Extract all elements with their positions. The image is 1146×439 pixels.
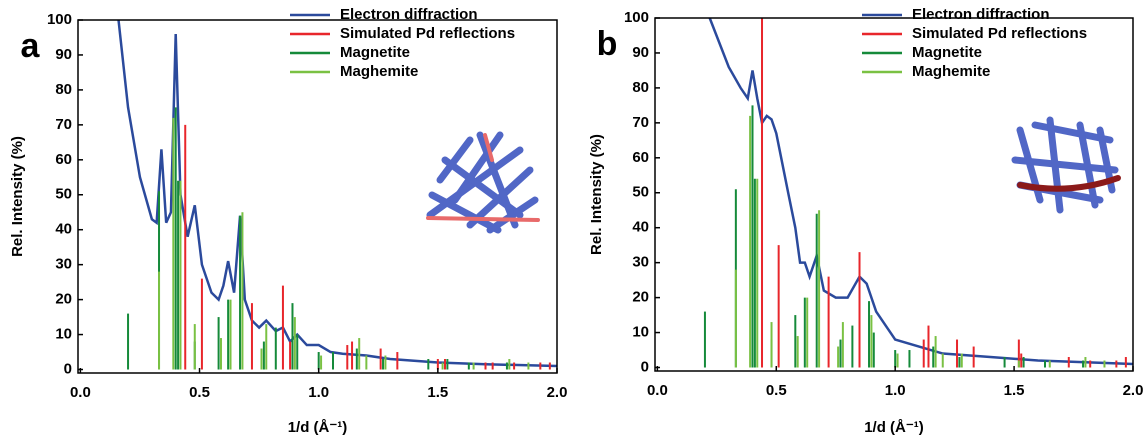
x-tick-label: 1.5: [427, 384, 448, 401]
panel: Electron diffraction Simulated Pd reflect…: [588, 6, 1143, 436]
x-tick-label: 0.5: [189, 384, 210, 401]
y-axis-label: Rel. Intensity (%): [588, 134, 605, 255]
legend-label: Simulated Pd reflections: [340, 25, 515, 42]
panel: Electron diffraction Simulated Pd reflect…: [9, 6, 567, 436]
plot-frame: [654, 17, 1134, 372]
x-tick-label: 2.0: [1123, 382, 1144, 399]
y-tick-label: 30: [55, 256, 72, 273]
x-tick-label: 1.0: [885, 382, 906, 399]
y-tick-label: 10: [632, 324, 649, 341]
legend-label: Maghemite: [340, 63, 418, 80]
x-tick-label: 0.0: [70, 384, 91, 401]
y-tick-label: 20: [55, 291, 72, 308]
y-tick-label: 100: [47, 11, 72, 28]
panel-label: b: [597, 25, 618, 63]
y-axis-label: Rel. Intensity (%): [9, 136, 26, 257]
plot-frame: [77, 19, 558, 374]
x-tick-label: 2.0: [547, 384, 568, 401]
x-axis-label: 1/d (Å⁻¹): [288, 419, 348, 436]
y-tick-label: 80: [632, 79, 649, 96]
panel-label: a: [21, 27, 41, 65]
y-tick-label: 0: [64, 360, 72, 377]
legend-label: Simulated Pd reflections: [912, 25, 1087, 42]
y-tick-label: 90: [632, 44, 649, 61]
legend-label: Electron diffraction: [912, 6, 1050, 23]
legend-label: Electron diffraction: [340, 6, 478, 23]
diffraction-line: [708, 17, 1134, 366]
y-tick-label: 60: [632, 149, 649, 166]
y-tick-label: 40: [632, 219, 649, 236]
y-tick-label: 10: [55, 326, 72, 343]
x-axis-label: 1/d (Å⁻¹): [864, 419, 924, 436]
y-tick-label: 50: [55, 186, 72, 203]
y-tick-label: 70: [55, 116, 72, 133]
y-tick-label: 50: [632, 184, 649, 201]
y-tick-label: 0: [641, 358, 649, 375]
inset-particle: [426, 116, 1121, 234]
y-tick-label: 70: [632, 114, 649, 131]
x-tick-label: 0.0: [647, 382, 668, 399]
x-tick-label: 0.5: [766, 382, 787, 399]
legend-label: Maghemite: [912, 63, 990, 80]
y-tick-label: 30: [632, 254, 649, 271]
y-tick-label: 20: [632, 289, 649, 306]
y-tick-label: 80: [55, 81, 72, 98]
legend-label: Magnetite: [912, 44, 982, 61]
y-tick-label: 40: [55, 221, 72, 238]
x-tick-label: 1.5: [1004, 382, 1025, 399]
y-tick-label: 60: [55, 151, 72, 168]
y-tick-label: 100: [624, 9, 649, 26]
legend-label: Magnetite: [340, 44, 410, 61]
x-tick-label: 1.0: [308, 384, 329, 401]
y-tick-label: 90: [55, 46, 72, 63]
